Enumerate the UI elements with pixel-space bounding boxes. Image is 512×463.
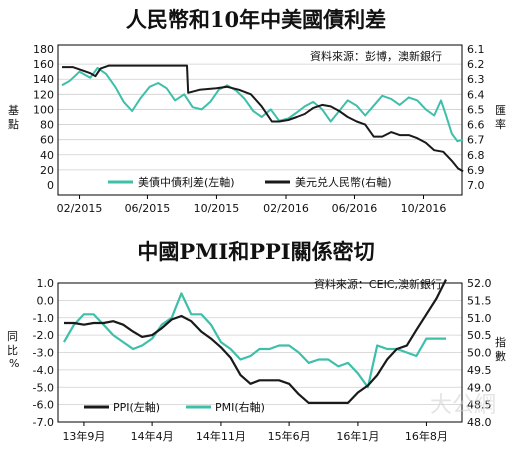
chart2-left-tick: -6.0 xyxy=(33,399,54,412)
chart2-right-tick: 50.5 xyxy=(467,329,492,342)
chart1-right-tick: 6.3 xyxy=(467,73,485,86)
chart2-right-tick: 51.5 xyxy=(467,294,492,307)
chart2-left-ticks: 1.0 0.0 -1.0 -2.0 -3.0 -4.0 -5.0 -6.0 -7.0 xyxy=(33,277,54,429)
chart2-ylabel-right: 指數 xyxy=(495,335,506,363)
chart2-series xyxy=(63,279,447,404)
chart2-series-pmi xyxy=(63,292,446,389)
chart1-right-tick: 6.2 xyxy=(467,58,485,71)
chart1-x-tick: 06/2015 xyxy=(125,202,171,215)
chart1-right-tick: 6.8 xyxy=(467,149,485,162)
chart1-right-ticks: 6.1 6.2 6.3 6.4 6.5 6.6 6.7 6.8 6.9 7.0 xyxy=(467,43,485,192)
chart2-right-tick: 52.0 xyxy=(467,277,492,290)
chart2-x-tick: 14年4月 xyxy=(131,429,174,443)
chart1-left-tick: 80 xyxy=(40,119,54,132)
chart2-x-tick: 14年11月 xyxy=(196,429,246,443)
chart1-right-tick: 6.5 xyxy=(467,103,485,116)
chart2-right-tick: 49.5 xyxy=(467,364,492,377)
chart2-x-tick: 16年1月 xyxy=(336,429,379,443)
chart1-x-tick: 02/2016 xyxy=(263,202,309,215)
chart1-x-tick: 10/2016 xyxy=(401,202,447,215)
chart1-x-tick: 10/2015 xyxy=(194,202,240,215)
chart1-left-tick: 160 xyxy=(33,58,54,71)
chart2-title: 中國PMI和PPI關係密切 xyxy=(137,239,374,264)
chart1-left-ticks: 180 160 140 120 100 80 60 40 20 0 xyxy=(33,43,54,192)
chart2-left-tick: -3.0 xyxy=(33,347,54,360)
chart2-ylabel-left: 同比% xyxy=(7,330,19,370)
chart2-right-tick: 48.5 xyxy=(467,399,492,412)
chart2-right-tick: 50.0 xyxy=(467,347,492,360)
chart1-right-tick: 6.4 xyxy=(467,88,485,101)
chart2-left-tick: -7.0 xyxy=(33,416,54,429)
chart1-ylabel-right: 匯率 xyxy=(495,104,506,131)
chart2-x-ticks: 13年9月 14年4月 14年11月 15年6月 16年1月 16年8月 xyxy=(62,422,448,443)
chart2-right-tick: 48.0 xyxy=(467,416,492,429)
chart2-x-tick: 16年8月 xyxy=(405,429,448,443)
watermark: 大公網 xyxy=(430,393,496,418)
chart1-left-tick: 0 xyxy=(47,179,54,192)
chart1-legend-spread: 美債中債利差(左軸) xyxy=(138,175,235,189)
chart2-frame xyxy=(57,282,463,423)
chart1-ylabel-left: 基點 xyxy=(8,104,19,131)
chart2-left-tick: -5.0 xyxy=(33,381,54,394)
chart2-right-tick: 51.0 xyxy=(467,312,492,325)
chart1-left-tick: 180 xyxy=(33,43,54,56)
chart2-left-tick: -1.0 xyxy=(33,312,54,325)
chart1-left-tick: 120 xyxy=(33,88,54,101)
chart1-x-ticks: 02/2015 06/2015 10/2015 02/2016 06/2016 10/20… xyxy=(57,195,447,215)
chart1-grid xyxy=(58,63,462,171)
chart2-left-tick: -2.0 xyxy=(33,329,54,342)
chart1-left-tick: 40 xyxy=(40,149,54,162)
chart2-left-tick: 1.0 xyxy=(37,277,55,290)
chart1-right-tick: 6.7 xyxy=(467,134,485,147)
chart1-left-tick: 100 xyxy=(33,103,54,116)
chart1-source: 資料來源：彭博，澳新銀行 xyxy=(310,49,442,63)
chart2-left-tick: -4.0 xyxy=(33,364,54,377)
chart1-series xyxy=(61,64,464,173)
chart1-left-tick: 140 xyxy=(33,73,54,86)
chart1-right-tick: 7.0 xyxy=(467,179,485,192)
chart1-legend-usdcny: 美元兑人民幣(右軸) xyxy=(295,175,392,189)
chart2-x-tick: 15年6月 xyxy=(268,429,311,443)
chart1-legend: 美債中債利差(左軸) 美元兑人民幣(右軸) xyxy=(108,175,392,189)
chart1-x-tick: 06/2016 xyxy=(332,202,378,215)
chart2-source: 資料來源：CEIC,澳新銀行 xyxy=(314,277,442,291)
chart1-right-tick: 6.6 xyxy=(467,119,485,132)
chart2-left-tick: 0.0 xyxy=(37,294,55,307)
chart2-right-tick: 49.0 xyxy=(467,381,492,394)
chart1-title: 人民幣和10年中美國債利差 xyxy=(126,7,386,32)
chart2-grid xyxy=(58,299,462,406)
chart2-series-ppi xyxy=(64,279,447,404)
chart1-frame xyxy=(57,44,463,196)
chart-spread-usdcny: 人民幣和10年中美國債利差 資料來源：彭博，澳新銀行 1801601401201… xyxy=(8,7,506,215)
chart1-series-usdcny xyxy=(62,64,464,173)
chart1-series-spread xyxy=(61,66,464,143)
chart1-right-tick: 6.1 xyxy=(467,43,485,56)
chart2-legend-ppi: PPI(左軸) xyxy=(113,400,160,414)
chart2-x-tick: 13年9月 xyxy=(62,429,105,443)
chart-ppi-pmi: 中國PMI和PPI關係密切 資料來源：CEIC,澳新銀行 1.0 0.0 -1.0 -… xyxy=(7,239,506,443)
chart1-left-tick: 20 xyxy=(40,164,54,177)
chart2-right-ticks: 52.0 51.5 51.0 50.5 50.0 49.5 49.0 48.5 48.0 xyxy=(467,277,492,429)
chart2-legend-pmi: PMI(右軸) xyxy=(215,400,265,414)
chart1-left-tick: 60 xyxy=(40,134,54,147)
chart2-legend: PPI(左軸) PMI(右軸) xyxy=(84,400,265,414)
chart1-x-tick: 02/2015 xyxy=(57,202,103,215)
chart1-right-tick: 6.9 xyxy=(467,164,485,177)
